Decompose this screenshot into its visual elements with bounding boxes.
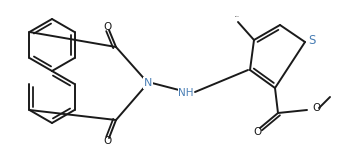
Text: N: N [144,78,152,88]
Text: O: O [312,103,320,113]
Text: S: S [308,34,316,46]
Text: methyl: methyl [235,16,239,17]
Text: NH: NH [178,88,194,98]
Text: O: O [103,136,111,146]
Text: O: O [254,127,262,137]
Text: O: O [103,22,111,32]
